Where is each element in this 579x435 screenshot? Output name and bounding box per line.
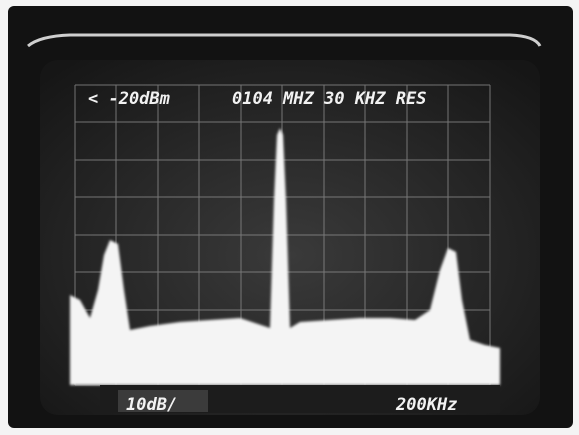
reference-level: < -20dBm xyxy=(88,89,171,109)
span: 200KHz xyxy=(395,395,457,415)
frequency-resolution: 0104 MHZ 30 KHZ RES xyxy=(232,89,426,109)
vertical-scale: 10dB/ xyxy=(126,395,177,415)
photo: < -20dBm 0104 MHZ 30 KHZ RES 10dB/ 200KH… xyxy=(0,0,579,435)
